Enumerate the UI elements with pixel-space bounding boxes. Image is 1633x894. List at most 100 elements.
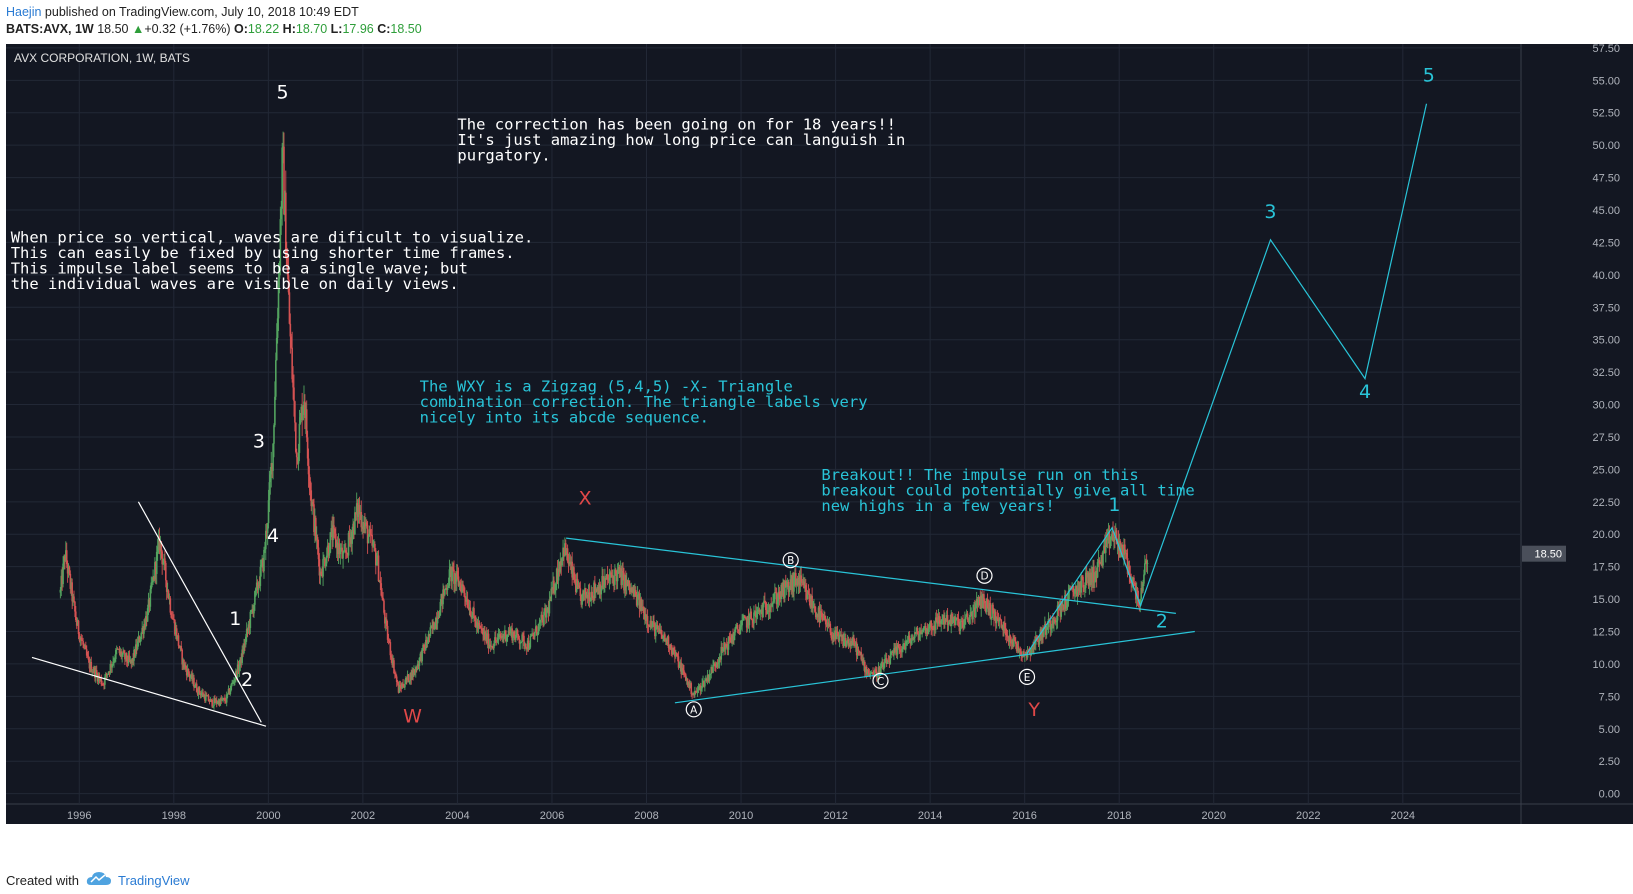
candle-body xyxy=(781,584,783,596)
candle-body xyxy=(753,612,755,624)
candle-body xyxy=(1101,554,1103,566)
text-annotations[interactable]: When price so vertical, waves are dificu… xyxy=(11,116,1195,515)
candle-body xyxy=(321,574,323,577)
candle-body xyxy=(840,634,843,638)
candle-body xyxy=(490,645,493,647)
candle-body xyxy=(427,634,430,643)
candle-body xyxy=(784,581,786,598)
triangle-leg-marker[interactable]: E xyxy=(1018,668,1036,686)
price-tick: 32.50 xyxy=(1592,367,1620,379)
wave-label[interactable]: 4 xyxy=(267,525,279,547)
trend-line[interactable] xyxy=(1026,103,1428,654)
time-axis[interactable] xyxy=(6,804,1521,824)
wave-label[interactable]: 2 xyxy=(1156,611,1168,633)
annotation-text[interactable]: The WXY is a Zigzag (5,4,5) -X- Triangle… xyxy=(420,378,868,427)
candle-body xyxy=(572,567,574,578)
candle-body xyxy=(791,575,793,590)
wave-label[interactable]: X xyxy=(579,487,592,509)
candle-body xyxy=(652,620,654,627)
candle-body xyxy=(743,615,745,620)
candle-body xyxy=(988,603,991,616)
marker-letter: D xyxy=(980,571,988,583)
author-link[interactable]: Haejin xyxy=(6,5,42,19)
wave-label[interactable]: 5 xyxy=(1423,65,1435,87)
candle-body xyxy=(763,600,765,605)
trend-line[interactable] xyxy=(31,656,267,727)
candle-body xyxy=(278,267,281,279)
annotation-text[interactable]: Breakout!! The impulse run on this breako… xyxy=(821,466,1194,515)
candle-body xyxy=(271,463,273,471)
wave-label[interactable]: 1 xyxy=(1108,494,1120,516)
candle-body xyxy=(123,651,125,653)
wave-label[interactable]: 4 xyxy=(1359,381,1371,403)
tradingview-link[interactable]: TradingView xyxy=(118,873,190,888)
candle-body xyxy=(556,568,559,581)
candle-body xyxy=(976,599,979,606)
wave-label[interactable]: W xyxy=(403,705,422,727)
candle-body xyxy=(306,437,309,459)
annotation-text[interactable]: When price so vertical, waves are dificu… xyxy=(11,228,534,293)
price-axis[interactable] xyxy=(1521,44,1633,804)
candle-body xyxy=(634,590,636,597)
candle-body xyxy=(381,595,383,598)
candle-body xyxy=(256,582,259,590)
candle-body xyxy=(935,617,938,621)
candle-body xyxy=(136,641,139,650)
candle-body xyxy=(329,532,332,553)
triangle-leg-marker[interactable]: C xyxy=(872,672,889,689)
candle-body xyxy=(1015,643,1018,652)
candle-body xyxy=(1014,641,1017,644)
wave-label[interactable]: 3 xyxy=(253,430,265,452)
candle-body xyxy=(984,600,986,604)
candle-body xyxy=(671,650,673,655)
trend-line[interactable] xyxy=(566,537,1176,614)
triangle-leg-marker[interactable]: D xyxy=(976,567,993,584)
wave-label[interactable]: Y xyxy=(1027,699,1040,721)
candle-body xyxy=(134,649,136,657)
candle-body xyxy=(514,636,516,640)
candle-body xyxy=(488,644,491,649)
candle-body xyxy=(865,666,868,675)
candle-body xyxy=(899,649,902,652)
candle-body xyxy=(595,589,598,592)
wave-label[interactable]: 2 xyxy=(241,669,253,691)
symbol-timeframe: BATS:AVX, 1W xyxy=(6,22,94,36)
candle-body xyxy=(950,613,953,626)
candle-body xyxy=(62,563,64,584)
candle-body xyxy=(1053,619,1055,625)
published-text: published on TradingView.com, July 10, 2… xyxy=(44,5,359,19)
candle-body xyxy=(884,657,887,660)
ohlc-line: BATS:AVX, 1W 18.50 ▲+0.32 (+1.76%) O:18.… xyxy=(6,22,422,36)
candle-body xyxy=(1115,530,1118,544)
candle-body xyxy=(186,669,189,676)
triangle-leg-labels[interactable]: A B C D E xyxy=(685,552,1036,718)
candle-body xyxy=(724,642,726,650)
wave-label[interactable]: 1 xyxy=(229,608,241,630)
candle-body xyxy=(127,655,130,664)
wave-label[interactable]: 3 xyxy=(1264,201,1276,223)
candle-body xyxy=(491,645,493,647)
candle-body xyxy=(354,512,357,515)
candle-body xyxy=(450,566,453,582)
candle-body xyxy=(833,635,835,639)
triangle-leg-marker[interactable]: B xyxy=(782,552,799,569)
candle-body xyxy=(854,642,857,647)
candle-body xyxy=(895,646,898,655)
candle-body xyxy=(914,632,917,634)
candle-body xyxy=(414,667,417,673)
candle-body xyxy=(559,561,562,572)
trend-line[interactable] xyxy=(137,501,262,723)
annotation-text[interactable]: The correction has been going on for 18 … xyxy=(457,116,905,165)
candle-body xyxy=(1082,576,1084,588)
wave-label[interactable]: 5 xyxy=(276,81,288,103)
candle-body xyxy=(591,591,593,598)
candle-body xyxy=(709,673,712,675)
candle-body xyxy=(284,192,286,215)
wave-labels[interactable]: 5 3 4 1 2 X W Y 1 2 3 4 5 xyxy=(229,65,1435,728)
candle-body xyxy=(853,637,855,643)
triangle-leg-marker[interactable]: A xyxy=(685,701,702,718)
price-chart[interactable]: 0.00 2.50 5.00 7.50 10.00 12.50 15.00 17.50 20.0… xyxy=(0,44,1633,864)
drawn-trendlines[interactable] xyxy=(31,103,1428,727)
candle-body xyxy=(775,592,778,605)
trend-line[interactable] xyxy=(674,630,1195,704)
